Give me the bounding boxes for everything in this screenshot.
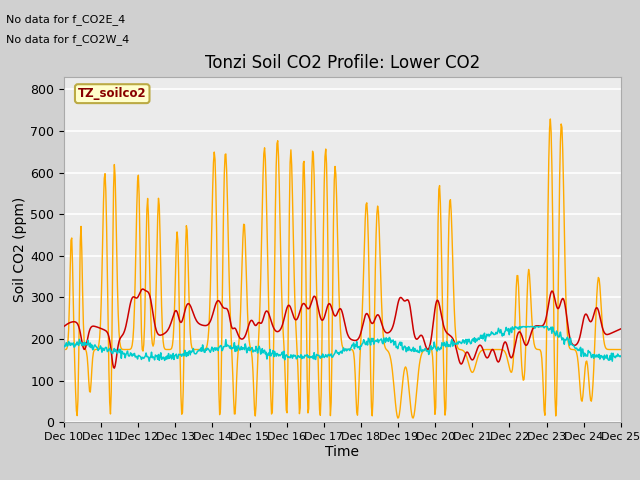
Text: TZ_soilco2: TZ_soilco2 xyxy=(78,87,147,100)
X-axis label: Time: Time xyxy=(325,445,360,459)
Text: No data for f_CO2W_4: No data for f_CO2W_4 xyxy=(6,34,130,45)
Text: No data for f_CO2E_4: No data for f_CO2E_4 xyxy=(6,14,125,25)
Title: Tonzi Soil CO2 Profile: Lower CO2: Tonzi Soil CO2 Profile: Lower CO2 xyxy=(205,54,480,72)
Y-axis label: Soil CO2 (ppm): Soil CO2 (ppm) xyxy=(13,197,28,302)
